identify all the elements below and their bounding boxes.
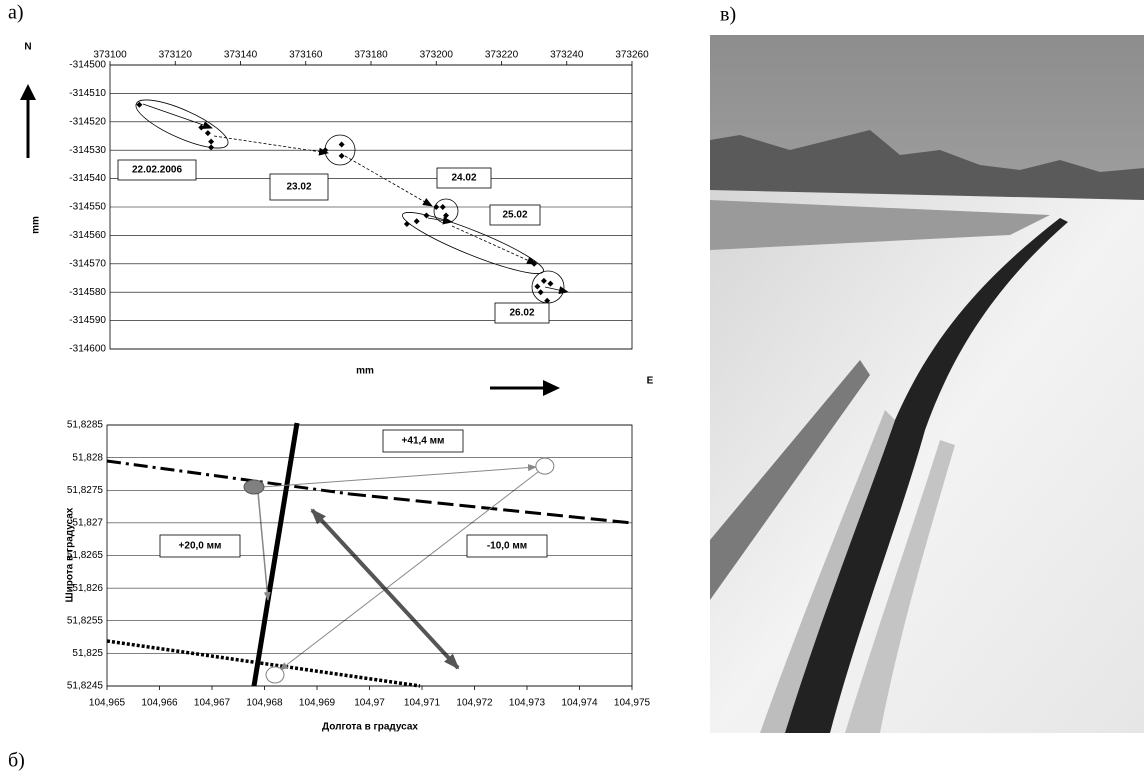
point (414, 218, 420, 224)
y-tick-label: -314590 (69, 315, 106, 326)
annotation: 26.02 (509, 308, 534, 319)
y-tick-label: -314500 (69, 60, 106, 71)
annotation: 25.02 (502, 210, 527, 221)
x-tick-label: 373120 (159, 50, 193, 61)
x-tick-label: 104,968 (246, 698, 283, 709)
point (443, 213, 449, 219)
annotation: -10,0 мм (487, 541, 527, 552)
annotation: +41,4 мм (402, 436, 445, 447)
y-tick-label: 51,827 (72, 518, 103, 529)
y-tick-label: -314530 (69, 145, 106, 156)
panel-label: а) (8, 2, 24, 24)
annotation: 22.02.2006 (132, 165, 182, 176)
point (208, 144, 214, 150)
point (208, 139, 214, 145)
x-tick-label: 373240 (550, 50, 584, 61)
point (538, 289, 544, 295)
panel-label: б) (8, 750, 25, 772)
x-axis-title: mm (356, 366, 374, 377)
x-tick-label: 373140 (224, 50, 258, 61)
x-tick-label: 104,965 (89, 698, 126, 709)
x-axis-title: Долгота в градусах (322, 722, 418, 733)
y-tick-label: 51,8285 (67, 420, 104, 431)
y-tick-label: -314540 (69, 173, 106, 184)
point (547, 281, 553, 287)
point (339, 153, 345, 159)
north-label: N (24, 42, 31, 53)
y-tick-label: -314550 (69, 202, 106, 213)
x-tick-label: 104,967 (194, 698, 231, 709)
point (536, 458, 554, 474)
x-tick-label: 104,974 (561, 698, 598, 709)
point (266, 667, 284, 683)
x-tick-label: 104,975 (614, 698, 651, 709)
point (423, 213, 429, 219)
x-tick-label: 104,972 (456, 698, 493, 709)
y-tick-label: -314560 (69, 230, 106, 241)
y-axis-title: Широта в градусах (65, 507, 76, 602)
point (244, 480, 264, 494)
y-tick-label: -314600 (69, 344, 106, 355)
photo (710, 35, 1144, 733)
y-tick-label: -314510 (69, 88, 106, 99)
x-tick-label: 104,969 (299, 698, 336, 709)
x-tick-label: 373200 (420, 50, 454, 61)
x-tick-label: 104,97 (354, 698, 385, 709)
x-tick-label: 373100 (93, 50, 127, 61)
point (339, 142, 345, 148)
x-tick-label: 373180 (354, 50, 388, 61)
x-tick-label: 104,971 (404, 698, 441, 709)
panel-label: в) (720, 4, 736, 26)
annotation: 24.02 (451, 173, 476, 184)
y-tick-label: 51,828 (72, 452, 103, 463)
east-label: E (647, 376, 654, 387)
x-tick-label: 373220 (485, 50, 519, 61)
y-tick-label: 51,825 (72, 648, 103, 659)
x-tick-label: 104,973 (509, 698, 546, 709)
point (404, 221, 410, 227)
point (534, 284, 540, 290)
x-tick-label: 373260 (615, 50, 649, 61)
point (440, 204, 446, 210)
y-tick-label: 51,8255 (67, 615, 104, 626)
point (205, 130, 211, 136)
y-tick-label: 51,8245 (67, 681, 104, 692)
y-tick-label: -314570 (69, 258, 106, 269)
annotation: 23.02 (286, 182, 311, 193)
annotation: +20,0 мм (179, 541, 222, 552)
figure: а) б) в) -3 (0, 0, 1144, 778)
y-axis-title: mm (31, 216, 42, 234)
x-tick-label: 104,966 (141, 698, 178, 709)
point (541, 278, 547, 284)
y-tick-label: -314580 (69, 287, 106, 298)
y-tick-label: 51,826 (72, 583, 103, 594)
x-tick-label: 373160 (289, 50, 323, 61)
y-tick-label: -314520 (69, 116, 106, 127)
y-tick-label: 51,8275 (67, 485, 104, 496)
